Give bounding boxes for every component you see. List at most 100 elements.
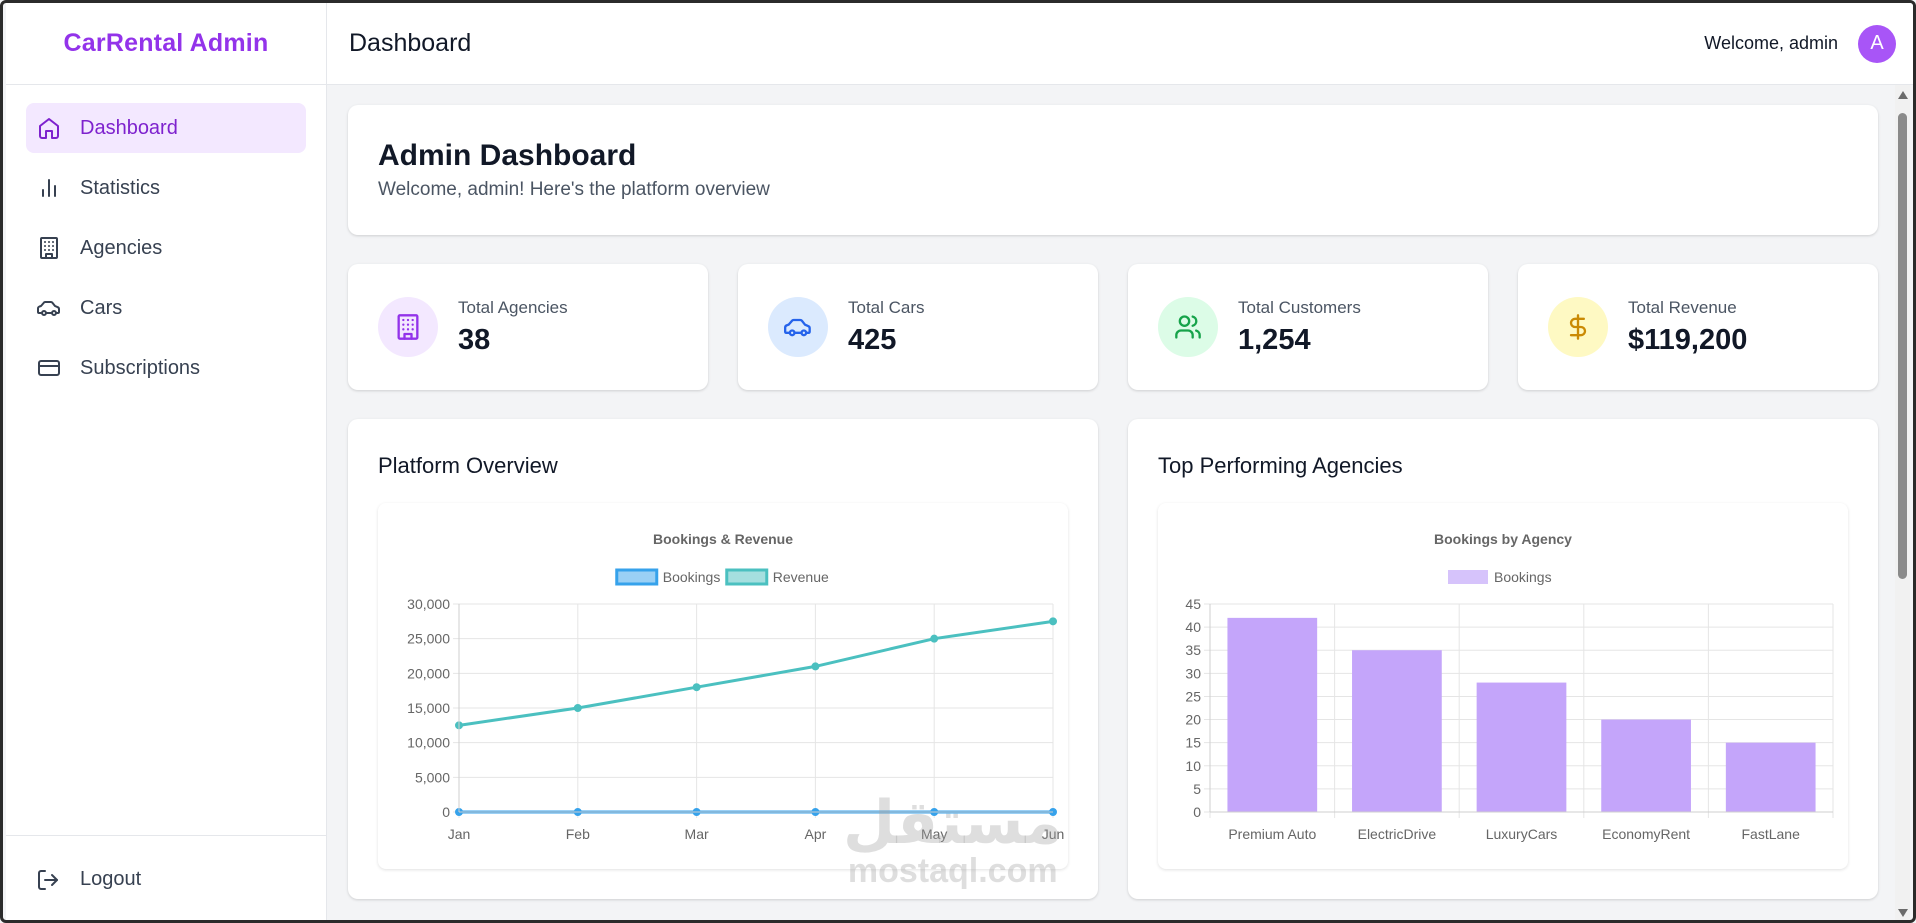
main-content: Admin Dashboard Welcome, admin! Here's t… [327, 85, 1901, 920]
stat-card-agencies: Total Agencies 38 [348, 264, 708, 390]
x-tick-label: Jun [1042, 826, 1065, 842]
stat-value: 1,254 [1238, 323, 1311, 356]
bar-chart: Bookings by Agency Bookings 0 5 10 15 20 25 30 35… [1185, 531, 1834, 842]
stat-card-cars: Total Cars 425 [738, 264, 1098, 390]
stat-value: 425 [848, 323, 897, 356]
welcome-text: Welcome, admin [1704, 33, 1838, 53]
sidebar: CarRental Admin Dashboard Statistics Age… [6, 3, 327, 920]
stat-value: $119,200 [1628, 323, 1748, 356]
x-tick-label: FastLane [1742, 826, 1801, 842]
logout-button[interactable]: Logout [6, 835, 326, 920]
vertical-scrollbar[interactable] [1895, 85, 1910, 920]
stat-card-revenue: Total Revenue $119,200 [1518, 264, 1878, 390]
y-tick-label: 10,000 [407, 735, 450, 751]
platform-overview-card: Platform Overview Bookings & Revenue Book… [348, 419, 1098, 899]
bar [1352, 650, 1442, 812]
building-icon [378, 297, 438, 357]
bar [1476, 682, 1567, 812]
y-tick-label: 30,000 [407, 596, 450, 612]
data-point [692, 683, 701, 692]
bar [1227, 617, 1318, 812]
x-tick-label: ElectricDrive [1358, 826, 1437, 842]
sidebar-item-cars[interactable]: Cars [26, 283, 306, 333]
building-icon [36, 235, 62, 261]
y-tick-label: 5 [1193, 781, 1201, 797]
page-title: Dashboard [349, 29, 472, 57]
logout-icon [36, 867, 62, 893]
legend-label: Bookings [663, 569, 721, 585]
top-agencies-card: Top Performing Agencies Bookings by Agen… [1128, 419, 1878, 899]
brand: CarRental Admin [6, 3, 326, 85]
sidebar-item-agencies[interactable]: Agencies [26, 223, 306, 273]
chart-heading: Platform Overview [378, 453, 558, 478]
sidebar-item-label: Subscriptions [80, 356, 201, 379]
y-tick-label: 40 [1185, 619, 1201, 635]
stats-row: Total Agencies 38 Total Cars 425 Total [348, 264, 1881, 390]
hero-subtitle: Welcome, admin! Here's the platform over… [378, 179, 770, 200]
y-tick-label: 15 [1185, 735, 1201, 751]
legend-swatch [725, 568, 769, 586]
legend-label: Bookings [1494, 569, 1552, 585]
x-tick-label: Jan [448, 826, 471, 842]
y-tick-label: 30 [1185, 665, 1201, 681]
scroll-up-arrow-icon[interactable] [1898, 91, 1908, 99]
sidebar-item-subscriptions[interactable]: Subscriptions [26, 343, 306, 393]
y-tick-label: 20,000 [407, 665, 450, 681]
chart-heading: Top Performing Agencies [1158, 453, 1403, 478]
data-point [573, 704, 582, 712]
stat-label: Total Cars [848, 297, 925, 317]
logout-label: Logout [80, 868, 142, 890]
sidebar-item-label: Agencies [80, 236, 163, 259]
y-tick-label: 10 [1185, 758, 1201, 774]
x-tick-label: Mar [685, 826, 709, 842]
chart-title: Bookings & Revenue [653, 531, 793, 547]
y-tick-label: 0 [1193, 804, 1201, 820]
y-tick-label: 0 [442, 804, 450, 820]
bar [1601, 719, 1691, 812]
bar-chart-container: Bookings by Agency Bookings 0 5 10 15 20 25 30 35… [1158, 503, 1848, 869]
data-point [811, 662, 820, 671]
bar-chart-icon [36, 175, 62, 201]
stat-card-customers: Total Customers 1,254 [1128, 264, 1488, 390]
stat-label: Total Agencies [458, 297, 568, 317]
sidebar-item-statistics[interactable]: Statistics [26, 163, 306, 213]
legend-swatch [615, 568, 659, 586]
credit-card-icon [36, 355, 62, 381]
y-tick-label: 25,000 [407, 631, 450, 647]
x-tick-label: Premium Auto [1228, 826, 1316, 842]
legend-label: Revenue [773, 569, 829, 585]
legend-swatch [1448, 570, 1488, 584]
stat-label: Total Customers [1238, 297, 1361, 317]
x-tick-label: LuxuryCars [1486, 826, 1558, 842]
brand-logo-text[interactable]: CarRental Admin [63, 29, 269, 57]
dollar-icon [1548, 297, 1608, 357]
sidebar-item-dashboard[interactable]: Dashboard [26, 103, 306, 153]
user-area: Welcome, admin A [1704, 24, 1896, 63]
line-chart-container: Bookings & Revenue Bookings Revenue 0 5,000 1… [378, 503, 1068, 869]
data-point [1049, 617, 1057, 626]
car-icon [36, 295, 62, 321]
sidebar-item-label: Dashboard [80, 116, 178, 139]
home-icon [36, 115, 62, 141]
data-point [930, 634, 939, 643]
y-tick-label: 25 [1185, 688, 1201, 704]
scrollbar-thumb[interactable] [1898, 113, 1907, 579]
hero-card: Admin Dashboard Welcome, admin! Here's t… [348, 105, 1878, 235]
x-tick-label: May [921, 826, 947, 842]
series-line [458, 619, 1054, 727]
users-icon [1158, 297, 1218, 357]
x-tick-label: Apr [805, 826, 827, 842]
x-tick-label: EconomyRent [1602, 826, 1690, 842]
car-icon [768, 297, 828, 357]
sidebar-nav: Dashboard Statistics Agencies Cars [6, 85, 326, 421]
x-tick-label: Feb [566, 826, 590, 842]
bar [1725, 742, 1816, 812]
avatar[interactable]: A [1858, 24, 1896, 63]
y-tick-label: 20 [1185, 712, 1201, 728]
stat-label: Total Revenue [1628, 297, 1737, 317]
y-tick-label: 35 [1185, 642, 1201, 658]
y-tick-label: 45 [1185, 596, 1201, 612]
chart-title: Bookings by Agency [1434, 531, 1572, 547]
scroll-down-arrow-icon[interactable] [1898, 909, 1908, 917]
